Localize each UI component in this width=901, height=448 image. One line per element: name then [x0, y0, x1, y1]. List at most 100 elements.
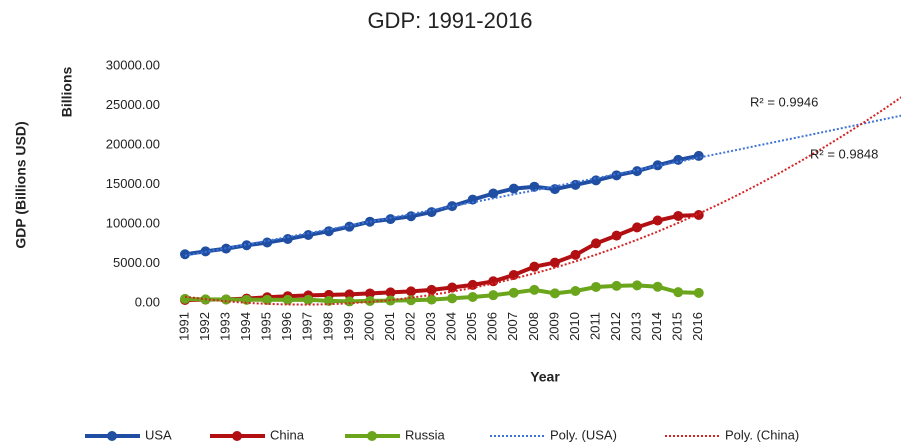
x-tick-label: 1994: [238, 312, 253, 341]
point-marker: [426, 207, 437, 218]
point-marker: [323, 226, 334, 237]
legend-marker: [367, 431, 377, 441]
point-marker: [570, 249, 581, 260]
legend-label: USA: [145, 427, 172, 442]
x-tick-label: 2014: [649, 312, 664, 341]
series-line: [184, 153, 700, 257]
legend-label: Poly. (USA): [550, 427, 617, 442]
point-marker: [488, 276, 499, 287]
x-tick-label: 1995: [259, 312, 274, 341]
x-tick-label: 2002: [402, 312, 417, 341]
point-marker: [652, 281, 663, 292]
y-tick-label: 0.00: [135, 294, 160, 309]
point-marker: [508, 269, 519, 280]
point-marker: [549, 257, 560, 268]
point-marker: [406, 286, 417, 297]
point-marker: [262, 294, 273, 305]
y-units-label: Billions: [59, 67, 75, 118]
point-marker: [303, 294, 314, 305]
x-tick-label: 2009: [546, 312, 561, 341]
y-tick-label: 20000.00: [106, 136, 160, 151]
point-marker: [467, 279, 478, 290]
point-marker: [673, 287, 684, 298]
x-tick-label: 2012: [608, 312, 623, 341]
point-marker: [508, 183, 519, 194]
x-tick-label: 2013: [629, 312, 644, 341]
point-marker: [406, 295, 417, 306]
x-tick-label: 2001: [382, 312, 397, 341]
legend-label: China: [270, 427, 305, 442]
point-marker: [673, 154, 684, 165]
point-marker: [488, 290, 499, 301]
point-marker: [591, 238, 601, 249]
point-marker: [693, 287, 704, 298]
point-marker: [364, 288, 375, 299]
point-marker: [611, 230, 622, 241]
point-marker: [241, 240, 252, 251]
x-tick-label: 1997: [300, 312, 315, 341]
y-tick-label: 5000.00: [113, 255, 160, 270]
point-marker: [570, 179, 581, 190]
point-marker: [611, 170, 622, 181]
point-marker: [632, 280, 643, 291]
point-marker: [180, 293, 190, 304]
chart-title: GDP: 1991-2016: [367, 8, 532, 33]
x-tick-label: 2011: [587, 312, 602, 340]
point-marker: [344, 296, 355, 307]
x-tick-label: 2000: [361, 312, 376, 341]
point-marker: [262, 237, 273, 248]
x-tick-label: 2007: [505, 312, 520, 341]
point-marker: [180, 249, 190, 260]
x-tick-label: 1991: [176, 312, 191, 341]
point-marker: [447, 282, 458, 293]
y-axis-title: GDP (Billions USD): [13, 121, 29, 248]
trendline: [184, 96, 901, 306]
y-tick-label: 25000.00: [106, 97, 160, 112]
point-marker: [611, 280, 622, 291]
y-tick-label: 10000.00: [106, 215, 160, 230]
x-tick-label: 2010: [567, 312, 582, 341]
point-marker: [221, 294, 232, 305]
x-tick-label: 2008: [526, 312, 541, 341]
x-tick-label: 2004: [444, 312, 459, 341]
point-marker: [426, 284, 437, 295]
point-marker: [282, 294, 293, 305]
x-tick-label: 2006: [485, 312, 500, 341]
legend-label: Poly. (China): [725, 427, 799, 442]
point-marker: [385, 214, 396, 225]
point-marker: [447, 201, 458, 212]
legend-marker: [232, 431, 242, 441]
point-marker: [570, 285, 581, 296]
point-marker: [693, 209, 704, 220]
y-tick-label: 30000.00: [106, 57, 160, 72]
point-marker: [529, 284, 540, 295]
point-marker: [693, 150, 704, 161]
point-marker: [632, 222, 643, 233]
x-tick-label: 1993: [218, 312, 233, 341]
x-tick-label: 1999: [341, 312, 356, 341]
x-tick-label: 2015: [670, 312, 685, 341]
point-marker: [673, 210, 684, 221]
annotation: R² = 0.9946: [750, 94, 818, 109]
point-marker: [344, 221, 355, 232]
point-marker: [467, 291, 478, 302]
x-tick-label: 2005: [464, 312, 479, 341]
point-marker: [303, 229, 314, 240]
point-marker: [344, 289, 355, 300]
point-marker: [282, 234, 293, 245]
x-tick-label: 1998: [320, 312, 335, 341]
x-axis-title: Year: [530, 369, 560, 385]
point-marker: [467, 194, 478, 205]
x-tick-label: 1996: [279, 312, 294, 341]
point-marker: [549, 288, 560, 299]
y-tick-label: 15000.00: [106, 176, 160, 191]
point-marker: [426, 294, 437, 305]
legend-label: Russia: [405, 427, 446, 442]
x-tick-label: 1992: [197, 312, 212, 341]
x-tick-label: 2003: [423, 312, 438, 341]
x-tick-label: 2016: [690, 312, 705, 341]
trendline: [184, 114, 901, 257]
legend-marker: [107, 431, 117, 441]
annotation: R² = 0.9848: [810, 146, 878, 161]
